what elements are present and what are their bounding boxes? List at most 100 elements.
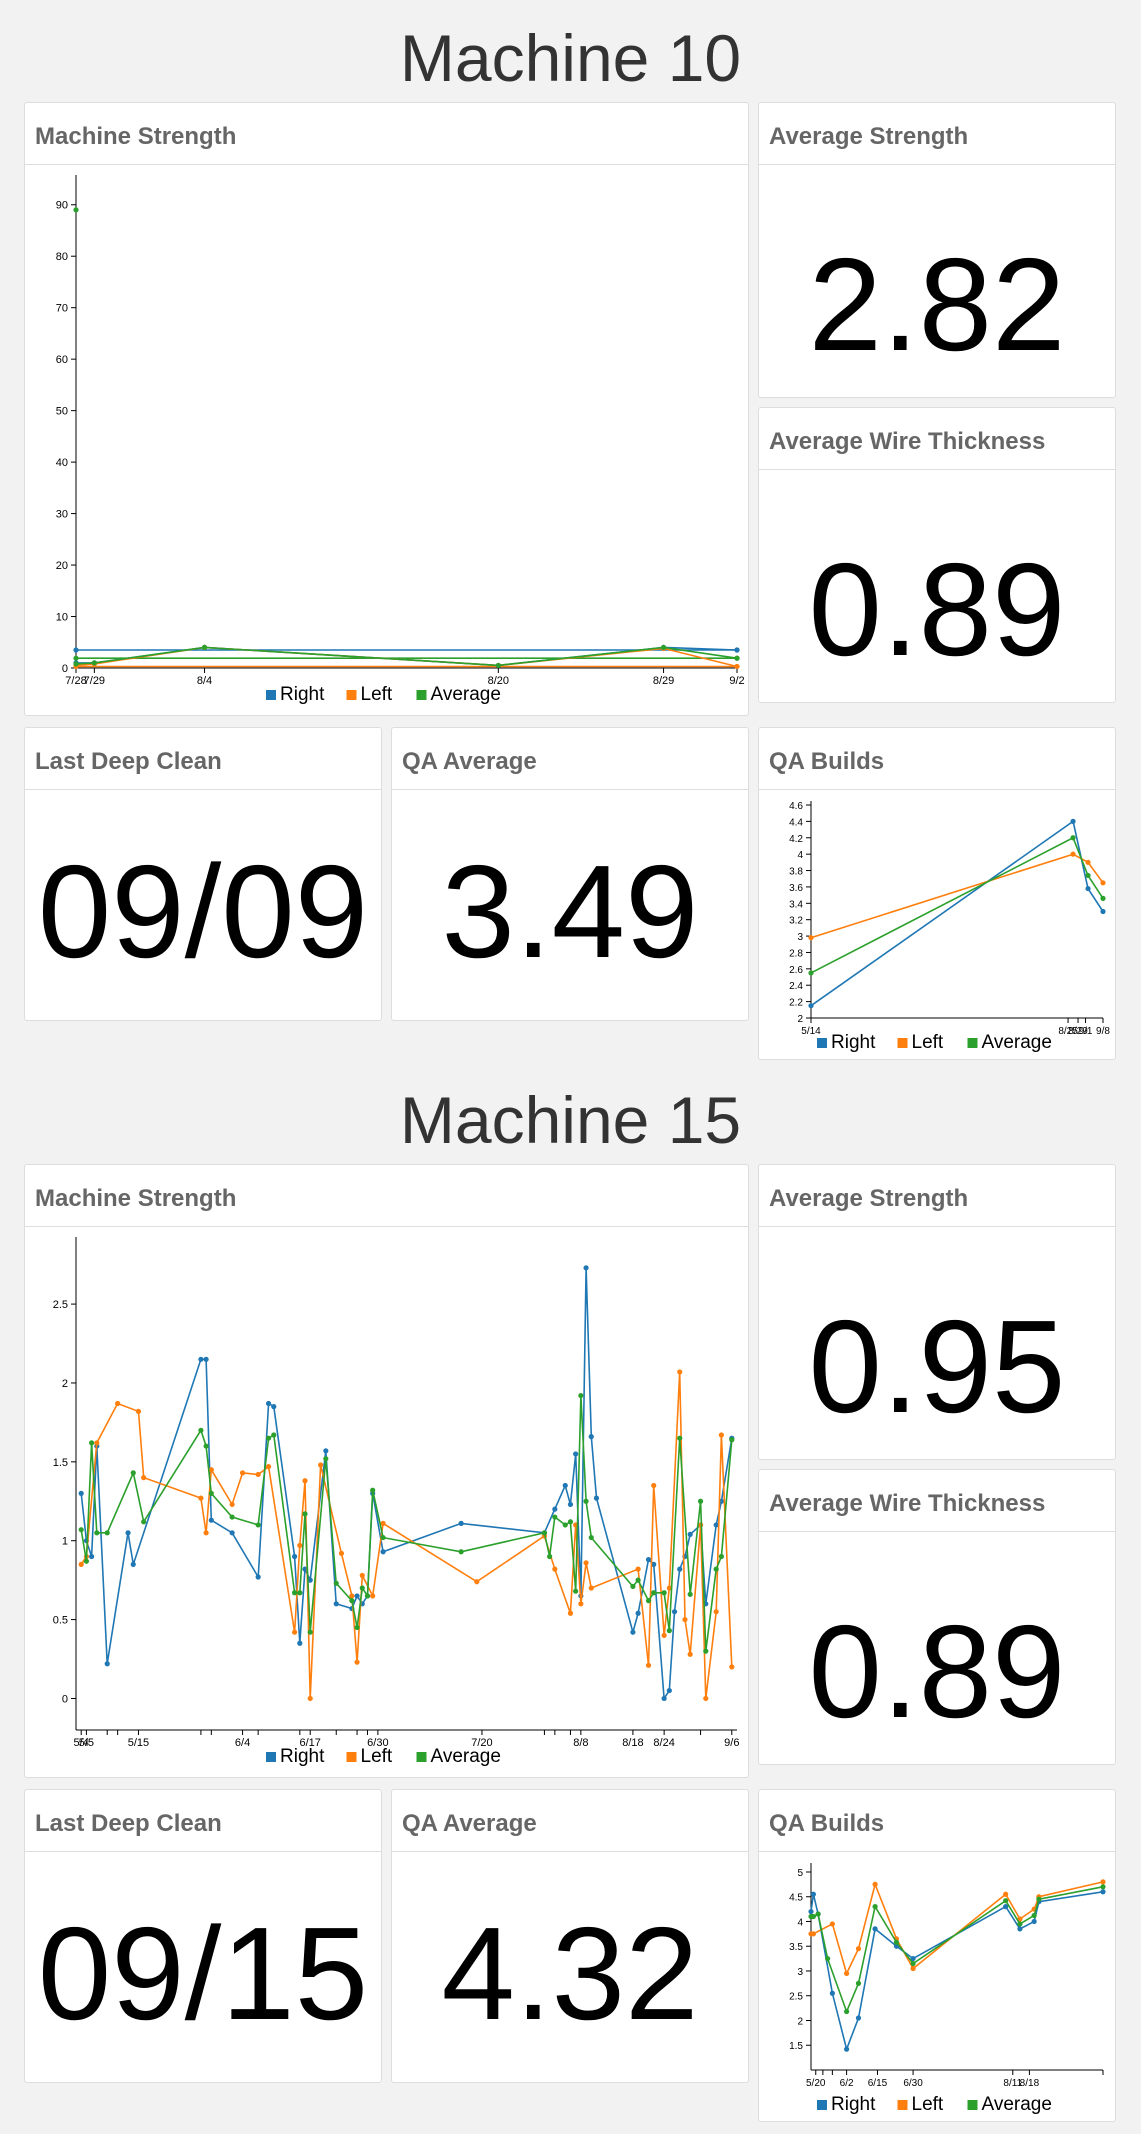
data-point-right bbox=[1031, 1918, 1037, 1925]
data-point-left bbox=[567, 1610, 574, 1616]
data-point-left bbox=[265, 1463, 272, 1470]
data-point-left bbox=[318, 1462, 324, 1468]
x-tick-label: 5/14 bbox=[801, 1026, 821, 1037]
data-point-right bbox=[855, 2015, 862, 2021]
data-point-average bbox=[91, 660, 97, 666]
data-point-right bbox=[458, 1520, 464, 1526]
panel-title: Average Strength bbox=[759, 1165, 1115, 1227]
y-tick-label: 0 bbox=[62, 663, 68, 675]
qa-average-panel: QA Average 4.32 bbox=[391, 1789, 749, 2083]
legend-item-right: Right bbox=[266, 684, 325, 705]
panel-title: QA Builds bbox=[759, 728, 1115, 790]
data-point-average bbox=[364, 1593, 371, 1599]
data-point-left bbox=[307, 1695, 313, 1702]
data-point-right bbox=[810, 1891, 816, 1897]
data-point-left bbox=[910, 1965, 916, 1972]
data-point-left bbox=[198, 1495, 204, 1501]
data-point-average bbox=[713, 1566, 719, 1572]
data-point-left bbox=[588, 1585, 594, 1591]
data-point-average bbox=[635, 1577, 641, 1583]
panel-title: QA Average bbox=[392, 728, 748, 790]
data-point-left bbox=[203, 1530, 209, 1536]
panel-title: Last Deep Clean bbox=[25, 1790, 381, 1852]
data-point-left bbox=[703, 1695, 709, 1702]
data-point-average bbox=[734, 655, 740, 661]
data-point-right bbox=[552, 1506, 558, 1512]
data-point-right bbox=[198, 1356, 204, 1362]
data-point-average bbox=[104, 1530, 110, 1536]
legend-swatch bbox=[897, 2100, 908, 2110]
x-tick-label: 9/2 bbox=[729, 675, 744, 687]
data-point-average bbox=[562, 1522, 568, 1528]
data-point-left bbox=[370, 1593, 376, 1599]
qa-builds-panel: QA Builds 1.5 2 2.5 3 3.5 4 4.5 5 5/20 6/2 6/15 6/3… bbox=[758, 1789, 1116, 2122]
data-point-left bbox=[1070, 851, 1076, 857]
panel-title: Average Strength bbox=[759, 103, 1115, 165]
x-tick-label: 9/1 bbox=[1079, 1026, 1093, 1037]
legend-label: Left bbox=[912, 1032, 944, 1053]
legend-swatch bbox=[266, 690, 276, 700]
x-tick-label: 8/18 bbox=[1020, 2078, 1040, 2089]
y-tick-label: 2.5 bbox=[789, 1992, 803, 2003]
data-point-average bbox=[703, 1648, 709, 1654]
data-point-right bbox=[666, 1687, 672, 1694]
last-deep-clean-panel: Last Deep Clean 09/09 bbox=[24, 727, 382, 1021]
y-tick-label: 3 bbox=[797, 1967, 803, 1978]
data-point-left bbox=[474, 1579, 480, 1585]
data-point-average bbox=[73, 661, 79, 667]
data-point-left bbox=[713, 1609, 719, 1615]
data-point-average bbox=[73, 207, 79, 213]
data-point-average bbox=[130, 1470, 136, 1476]
y-tick-label: 1 bbox=[62, 1536, 68, 1548]
data-point-left bbox=[718, 1432, 724, 1438]
data-point-average bbox=[349, 1598, 355, 1604]
series-line-right bbox=[810, 1891, 1104, 2052]
average-wire-thickness-value: 0.89 bbox=[808, 536, 1066, 683]
data-point-right bbox=[203, 1356, 209, 1362]
qa-builds-panel: QA Builds 2 2.2 2.4 2.6 2.8 3 3.2 3.4 3.6 3.8 4 4.2… bbox=[758, 727, 1116, 1060]
average-wire-thickness-panel: Average Wire Thickness 0.89 bbox=[758, 407, 1116, 703]
y-tick-label: 4.6 bbox=[789, 801, 803, 812]
legend-label: Average bbox=[982, 1032, 1052, 1053]
x-tick-label: 8/4 bbox=[197, 675, 212, 687]
y-tick-label: 5 bbox=[797, 1868, 803, 1879]
data-point-right bbox=[73, 647, 79, 653]
data-point-left bbox=[810, 1931, 816, 1937]
machine-strength-chart: 0 0.5 1 1.5 2 2.5 5/45/5 5/15 6/4 6/17 6/30 7/20 8/8… bbox=[53, 1237, 739, 1767]
data-point-right bbox=[1003, 1904, 1009, 1910]
data-point-average bbox=[380, 1534, 386, 1541]
data-point-average bbox=[1070, 835, 1076, 841]
data-point-average bbox=[271, 1432, 277, 1438]
data-point-average bbox=[666, 1628, 672, 1634]
data-point-average bbox=[729, 1437, 735, 1443]
data-point-average bbox=[333, 1580, 339, 1586]
data-point-right bbox=[89, 1553, 95, 1560]
y-tick-label: 70 bbox=[56, 303, 68, 315]
data-point-left bbox=[135, 1408, 142, 1414]
x-tick-label: 6/30 bbox=[903, 2078, 923, 2089]
data-point-average bbox=[83, 1558, 90, 1564]
data-point-left bbox=[651, 1482, 657, 1489]
y-tick-label: 1.5 bbox=[789, 2041, 803, 2052]
legend-label: Left bbox=[361, 1746, 393, 1767]
data-point-average bbox=[810, 1913, 816, 1920]
y-tick-label: 4.2 bbox=[789, 834, 803, 845]
qa-average-value: 4.32 bbox=[441, 1900, 699, 2047]
x-tick-label: 8/24 bbox=[653, 1737, 674, 1749]
data-point-average bbox=[855, 1980, 862, 1986]
panel-title: Machine Strength bbox=[25, 1165, 748, 1227]
y-tick-label: 2 bbox=[797, 2016, 803, 2027]
x-tick-label: 8/29 bbox=[653, 675, 674, 687]
data-point-left bbox=[677, 1369, 683, 1375]
data-point-left bbox=[141, 1475, 147, 1481]
x-tick-label: 5/4 bbox=[74, 1737, 89, 1749]
data-point-right bbox=[291, 1553, 298, 1560]
data-point-left bbox=[1100, 1879, 1106, 1885]
data-point-right bbox=[910, 1955, 916, 1962]
y-tick-label: 2.8 bbox=[789, 948, 803, 959]
data-point-average bbox=[677, 1435, 683, 1441]
machine-title: Machine 15 bbox=[399, 1083, 742, 1157]
data-point-average bbox=[354, 1624, 360, 1631]
data-point-average bbox=[1100, 895, 1106, 901]
data-point-right bbox=[1017, 1926, 1023, 1932]
